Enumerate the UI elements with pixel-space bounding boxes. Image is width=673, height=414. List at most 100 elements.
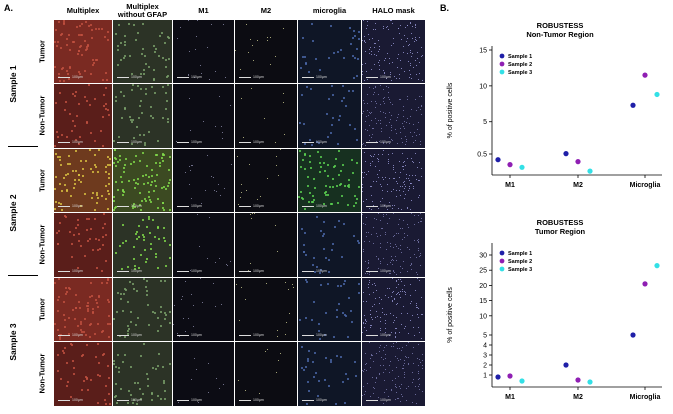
cell-speck [369,241,370,242]
cell-speck [159,35,161,37]
cell-speck [122,224,124,226]
cell-speck [135,182,137,184]
cell-speck [57,299,59,301]
cell-speck [152,117,154,119]
cell-speck [348,297,350,299]
cell-speck [348,179,350,181]
cell-speck [56,45,58,47]
cell-speck [151,399,153,401]
cell-speck [300,67,302,69]
cell-speck [78,233,80,235]
cell-speck [133,246,135,248]
cell-speck [80,245,82,247]
cell-speck [304,154,306,156]
cell-speck [415,290,416,291]
cell-speck [406,345,407,346]
cell-speck [129,281,131,283]
cell-speck [197,214,198,215]
cell-speck [383,359,384,360]
cell-speck [137,382,139,384]
scale-bar: 100µm [58,333,83,337]
cell-speck [79,46,81,48]
cell-speck [313,301,315,303]
cell-speck [380,247,381,248]
cell-speck [373,243,374,244]
cell-speck [407,158,408,159]
cell-speck [219,388,220,389]
scale-bar: 100µm [58,269,83,273]
cell-speck [353,30,355,32]
cell-speck [385,354,386,355]
cell-speck [107,31,109,33]
cell-speck [173,324,174,325]
cell-speck [144,198,146,200]
cell-speck [73,367,75,369]
cell-speck [396,281,397,282]
cell-speck [61,68,63,70]
cell-speck [94,218,96,220]
cell-speck [376,311,377,312]
cell-speck [97,374,99,376]
cell-speck [224,188,225,189]
micrograph-tile: 100µm [54,342,112,406]
cell-speck [416,305,417,306]
cell-speck [69,67,71,69]
cell-speck [396,133,397,134]
cell-speck [63,80,65,82]
cell-speck [383,98,384,99]
cell-speck [402,228,403,229]
cell-speck [99,375,101,377]
cell-speck [248,52,249,53]
cell-speck [406,41,407,42]
cell-speck [353,77,355,79]
cell-speck [305,317,307,319]
cell-speck [403,166,404,167]
cell-speck [146,165,148,167]
cell-speck [78,240,80,242]
cell-speck [398,224,399,225]
cell-speck [331,124,333,126]
cell-speck [384,103,385,104]
cell-speck [378,177,379,178]
cell-speck [421,221,422,222]
cell-speck [350,43,352,45]
cell-speck [354,361,356,363]
cell-speck [154,180,156,182]
cell-speck [332,178,334,180]
cell-speck [107,164,109,166]
data-point [654,263,660,269]
cell-speck [251,88,252,89]
cell-speck [395,384,396,385]
cell-speck [246,24,247,25]
cell-speck [404,285,405,286]
cell-speck [413,186,414,187]
cell-speck [380,104,381,105]
cell-speck [422,391,423,392]
cell-speck [129,116,131,118]
cell-speck [414,240,415,241]
cell-speck [276,372,277,373]
cell-speck [387,184,388,185]
cell-speck [327,164,329,166]
cell-speck [412,382,413,383]
cell-speck [74,125,76,127]
cell-speck [86,122,88,124]
cell-speck [398,284,399,285]
cell-speck [376,378,377,379]
cell-speck [140,100,142,102]
cell-speck [368,287,369,288]
cell-speck [97,323,99,325]
cell-speck [371,101,372,102]
cell-speck [134,265,136,267]
cell-speck [148,216,150,218]
cell-speck [169,257,171,259]
cell-speck [422,314,423,315]
y-tick-label: 1 [483,373,487,380]
cell-speck [391,20,392,21]
cell-speck [313,376,315,378]
cell-speck [102,330,104,332]
cell-speck [395,332,396,333]
cell-speck [92,59,94,61]
cell-speck [90,132,92,134]
cell-speck [366,174,367,175]
